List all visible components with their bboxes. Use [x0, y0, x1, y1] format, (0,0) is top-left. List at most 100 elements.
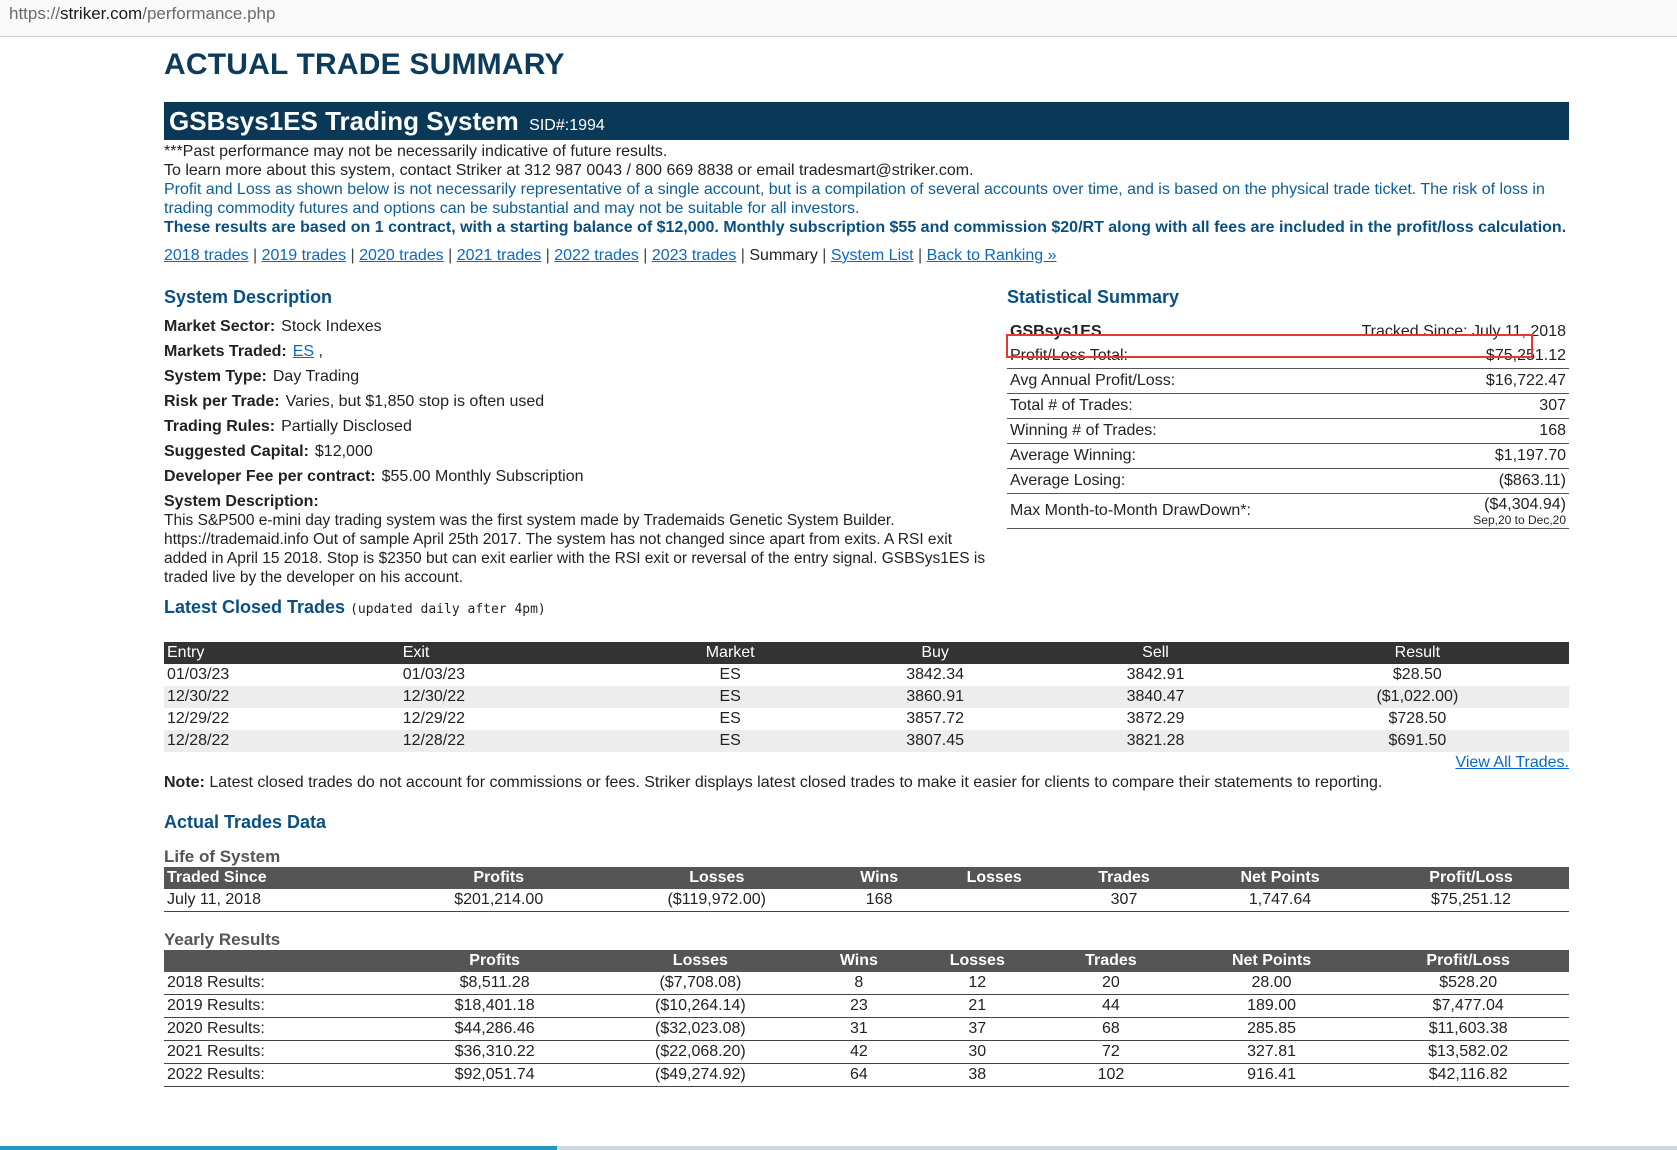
latest-closed-heading: Latest Closed Trades (updated daily afte… [164, 597, 1569, 618]
table-cell: $92,051.74 [397, 1063, 592, 1087]
results-basis: These results are based on 1 contract, w… [164, 219, 1567, 236]
table-cell: 01/03/23 [402, 666, 465, 683]
table-cell: $7,477.04 [1367, 994, 1569, 1018]
table-row: July 11, 2018 $201,214.00 ($119,972.00) 168… [164, 889, 1569, 912]
market-es-link[interactable]: ES [292, 343, 315, 360]
table-cell: 01/03/23 [167, 666, 230, 683]
year-links: 2018 trades | 2019 trades | 2020 trades … [164, 247, 1057, 264]
life-of-system-heading: Life of System [164, 847, 281, 866]
address-bar[interactable]: https://striker.com/performance.php [0, 0, 1677, 37]
capital-row: Suggested Capital: $12,000 [164, 442, 994, 461]
description-and-stats: System Description Market Sector: Stock I… [164, 287, 1569, 597]
column-header: Entry [164, 642, 400, 664]
capital-value: $12,000 [314, 443, 373, 460]
table-cell: 2020 Results: [164, 1017, 398, 1041]
table-cell: 12/29/22 [402, 710, 465, 727]
stat-row: Total # of Trades: 307 [1007, 393, 1569, 419]
table-cell: 12/29/22 [167, 710, 230, 727]
column-header: Wins [809, 950, 909, 972]
table-row: 2019 Results: $18,401.18 ($10,264.14) 23 21 4… [164, 994, 1569, 1018]
table-cell: 12 [908, 972, 1047, 995]
rules-row: Trading Rules: Partially Disclosed [164, 417, 994, 436]
risk-value: Varies, but $1,850 stop is often used [285, 393, 545, 410]
table-cell: 2021 Results: [164, 1040, 398, 1064]
fee-label: Developer Fee per contract: [164, 468, 376, 485]
table-cell: 12/28/22 [399, 730, 636, 752]
page-content: ACTUAL TRADE SUMMARY GSBsys1ES Trading S… [164, 37, 1569, 1087]
system-description-heading: System Description [164, 287, 333, 307]
fee-row: Developer Fee per contract: $55.00 Monthl… [164, 467, 994, 486]
table-cell: 30 [908, 1040, 1047, 1064]
table-row: 12/30/22 12/30/22 ES 3860.91 3840.47 ($1,022.… [164, 686, 1569, 708]
markets-traded-row: Markets Traded: ES , [164, 342, 994, 361]
table-row: 2020 Results: $44,286.46 ($32,023.08) 31 37 6… [164, 1017, 1569, 1041]
link-2018-trades[interactable]: 2018 trades [164, 247, 249, 264]
table-cell: 327.81 [1175, 1040, 1368, 1064]
stat-label: Average Losing: [1007, 468, 1311, 494]
system-name: GSBsys1ES Trading System [169, 106, 519, 136]
stat-value: ($863.11) [1310, 468, 1569, 494]
table-cell: $691.50 [1265, 730, 1569, 752]
table-cell: ($49,274.92) [591, 1063, 810, 1087]
stat-value: $16,722.47 [1310, 368, 1569, 394]
page-title: ACTUAL TRADE SUMMARY [164, 48, 565, 81]
table-cell: 3842.91 [1126, 666, 1185, 683]
link-2021-trades[interactable]: 2021 trades [456, 247, 542, 264]
url-host: striker.com [60, 4, 143, 23]
table-cell: ($32,023.08) [591, 1017, 810, 1041]
table-cell: 72 [1046, 1040, 1176, 1064]
url-scheme: https:// [9, 4, 61, 23]
system-type-value: Day Trading [272, 368, 360, 385]
table-cell: 1,747.64 [1186, 889, 1374, 912]
actual-trades-heading: Actual Trades Data [164, 812, 327, 832]
table-cell: 3821.28 [1045, 730, 1266, 752]
statistical-summary: Statistical Summary GSBsys1ES Tracked Si… [1006, 287, 1569, 529]
market-sector-value: Stock Indexes [281, 318, 382, 335]
table-cell: ES [635, 686, 825, 708]
view-all-trades-link[interactable]: View All Trades. [1455, 754, 1569, 771]
disclaimer-line: ***Past performance may not be necessari… [164, 143, 668, 160]
url-path: /performance.php [142, 4, 276, 23]
statistical-summary-heading: Statistical Summary [1007, 287, 1180, 307]
table-cell: 23 [809, 994, 909, 1018]
stat-row: Average Losing: ($863.11) [1007, 468, 1569, 494]
link-2023-trades[interactable]: 2023 trades [651, 247, 737, 264]
table-cell: 21 [908, 994, 1047, 1018]
table-cell: $36,310.22 [397, 1040, 592, 1064]
capital-label: Suggested Capital: [164, 443, 309, 460]
table-row: 2018 Results: $8,511.28 ($7,708.08) 8 12 20 28… [164, 972, 1569, 995]
markets-traded-label: Markets Traded: [164, 343, 287, 360]
table-cell: 12/30/22 [164, 686, 400, 708]
table-cell: 916.41 [1175, 1063, 1368, 1087]
table-cell: 3860.91 [824, 686, 1046, 708]
stat-row-drawdown: Max Month-to-Month DrawDown*: ($4,304.94… [1007, 493, 1569, 529]
risk-label: Risk per Trade: [164, 393, 280, 410]
link-back-to-ranking[interactable]: Back to Ranking » [926, 247, 1057, 264]
table-row: 12/29/22 12/29/22 ES 3857.72 3872.29 $728.50 [164, 708, 1569, 730]
stat-label: Total # of Trades: [1007, 393, 1311, 419]
table-cell: $42,116.82 [1367, 1063, 1569, 1087]
page-load-progress [0, 1146, 557, 1150]
column-header: Profit/Loss [1373, 867, 1569, 889]
closed-trades-note: Note: Latest closed trades do not accoun… [164, 774, 1569, 792]
stat-label: Winning # of Trades: [1007, 418, 1311, 444]
table-cell: 38 [908, 1063, 1047, 1087]
table-cell: ($1,022.00) [1265, 686, 1569, 708]
latest-closed-table: Entry Exit Market Buy Sell Result 01/03/23 01/… [164, 642, 1569, 752]
table-cell: 3872.29 [1126, 710, 1185, 727]
rules-value: Partially Disclosed [281, 418, 412, 435]
link-2019-trades[interactable]: 2019 trades [261, 247, 347, 264]
table-cell: 189.00 [1175, 994, 1368, 1018]
link-system-list[interactable]: System List [830, 247, 914, 264]
link-2022-trades[interactable]: 2022 trades [554, 247, 639, 264]
table-cell: 12/28/22 [164, 730, 400, 752]
summary-current: Summary [749, 247, 818, 264]
latest-closed-title: Latest Closed Trades [164, 597, 346, 617]
column-header: Market [635, 642, 825, 664]
link-2020-trades[interactable]: 2020 trades [359, 247, 444, 264]
table-row: 2022 Results: $92,051.74 ($49,274.92) 64 38 1… [164, 1063, 1569, 1087]
table-cell: 3857.72 [906, 710, 965, 727]
stat-value: 168 [1310, 418, 1569, 444]
risk-row: Risk per Trade: Varies, but $1,850 stop i… [164, 392, 994, 411]
table-cell [927, 889, 1062, 912]
